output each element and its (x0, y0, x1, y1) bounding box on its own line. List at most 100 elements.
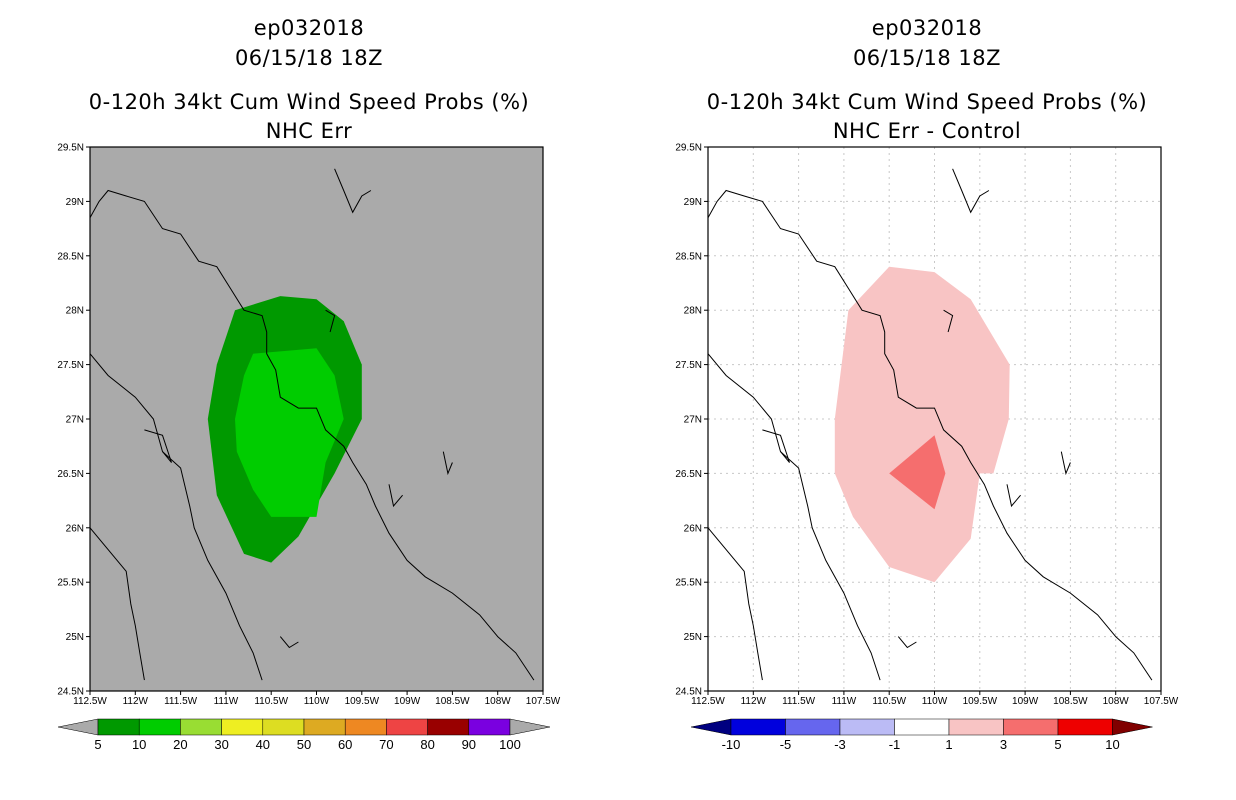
coastline (388, 484, 403, 508)
coastline (144, 429, 172, 463)
coastline (1060, 451, 1071, 476)
colorbar-swatch (138, 718, 181, 736)
contour-region-1-3 (834, 266, 1010, 583)
y-tick-label: 26.5N (675, 469, 702, 480)
map-chart-right: 112.5W 112W 111.5W 111W 110.5W 110W 109.5W 109W… (675, 143, 1179, 753)
coastline (897, 636, 917, 649)
x-tick-label: 111W (832, 696, 857, 707)
colorbar-label: 70 (379, 737, 393, 752)
colorbar-label: 60 (338, 737, 352, 752)
coastline (334, 168, 372, 214)
y-tick-label: 28.5N (57, 251, 84, 262)
x-tick-label: 109.5W (345, 696, 380, 707)
colorbar-label: 20 (173, 737, 187, 752)
colorbar-label: 10 (132, 737, 146, 752)
x-tick-label: 111.5W (782, 696, 816, 707)
coastline (707, 527, 763, 681)
coastline (762, 429, 790, 463)
x-tick-label: 108.5W (435, 696, 470, 707)
colorbar-label: 80 (420, 737, 434, 752)
colorbar-swatch (303, 718, 346, 736)
coastline (325, 309, 336, 333)
y-tick-label: 24.5N (675, 687, 702, 698)
colorbar-label: 5 (94, 737, 101, 752)
colorbar-label: 1 (945, 737, 952, 752)
coastline (279, 636, 299, 649)
contour-region-3-5 (889, 435, 946, 510)
forecast-time: 06/15/18 18Z (852, 46, 1002, 70)
forecast-time: 06/15/18 18Z (234, 46, 384, 70)
colorbar-swatch (948, 718, 1004, 736)
colorbar-swatch (894, 718, 950, 736)
colorbar-swatch (180, 718, 222, 736)
colorbar-swatch (97, 718, 140, 736)
y-tick-label: 25.5N (675, 578, 702, 589)
y-tick-label: 24.5N (57, 687, 84, 698)
x-tick-label: 107.5W (526, 696, 561, 707)
colorbar-swatch (839, 718, 895, 736)
x-tick-label: 111W (214, 696, 239, 707)
colorbar-label: 40 (256, 737, 270, 752)
x-tick-label: 108W (485, 696, 512, 707)
x-tick-label: 110.5W (872, 696, 906, 707)
x-tick-label: 112W (123, 696, 149, 707)
colorbar-arrow-right (1112, 718, 1153, 736)
storm-id: ep032018 (253, 16, 365, 40)
y-tick-label: 25N (684, 632, 702, 643)
colorbar-label: 50 (297, 737, 311, 752)
colorbar-label: -3 (834, 737, 846, 752)
colorbar-label: 3 (1000, 737, 1007, 752)
colorbar-arrow-left (690, 718, 732, 736)
right-panel: ep032018 06/15/18 18Z 0-120h 34kt Cum Wi… (618, 0, 1236, 800)
coastline (707, 353, 881, 681)
colorbar-label: 100 (499, 737, 521, 752)
y-tick-label: 28N (684, 306, 702, 317)
coastline (1006, 484, 1021, 508)
coastline (442, 451, 453, 476)
x-tick-label: 112.5W (73, 696, 107, 707)
coastline (89, 353, 263, 681)
y-tick-label: 27.5N (675, 360, 702, 371)
map-chart-left: 112.5W 112W 111.5W 111W 110.5W 110W 109.5W 109W… (57, 143, 561, 753)
x-tick-label: 109W (1012, 696, 1039, 707)
y-tick-label: 26N (66, 523, 84, 534)
coastline (707, 189, 1153, 681)
x-tick-label: 110W (304, 696, 330, 707)
chart-title: 0-120h 34kt Cum Wind Speed Probs (%) (88, 90, 530, 114)
colorbar-swatch (730, 718, 786, 736)
colorbar-swatch (785, 718, 841, 736)
x-tick-label: 112.5W (691, 696, 725, 707)
colorbar-label: 30 (214, 737, 228, 752)
storm-id: ep032018 (871, 16, 983, 40)
coastline (943, 309, 954, 333)
x-tick-label: 109W (394, 696, 421, 707)
y-tick-label: 25N (66, 632, 84, 643)
colorbar-label: -5 (780, 737, 792, 752)
colorbar-arrow-right (509, 718, 551, 736)
colorbar-label: -1 (889, 737, 901, 752)
x-tick-label: 108.5W (1053, 696, 1088, 707)
y-tick-label: 28.5N (675, 251, 702, 262)
y-tick-label: 29.5N (57, 143, 84, 154)
colorbar-swatch (344, 718, 387, 736)
x-tick-label: 110.5W (254, 696, 288, 707)
colorbar-swatch (386, 718, 428, 736)
x-tick-label: 107.5W (1144, 696, 1179, 707)
colorbar-label: 5 (1054, 737, 1061, 752)
colorbar-swatch (427, 718, 470, 736)
x-tick-label: 111.5W (164, 696, 198, 707)
colorbar-label: 90 (462, 737, 476, 752)
x-tick-label: 108W (1103, 696, 1130, 707)
coastline (89, 527, 145, 681)
y-tick-label: 29.5N (675, 143, 702, 154)
x-tick-label: 110W (922, 696, 948, 707)
x-tick-label: 109.5W (963, 696, 998, 707)
colorbar-swatch (1057, 718, 1113, 736)
y-tick-label: 26N (684, 523, 702, 534)
chart-title: 0-120h 34kt Cum Wind Speed Probs (%) (706, 90, 1148, 114)
colorbar-swatch (262, 718, 305, 736)
y-tick-label: 29N (66, 197, 84, 208)
colorbar-label: 10 (1105, 737, 1119, 752)
y-tick-label: 27N (684, 415, 702, 426)
y-tick-label: 28N (66, 306, 84, 317)
